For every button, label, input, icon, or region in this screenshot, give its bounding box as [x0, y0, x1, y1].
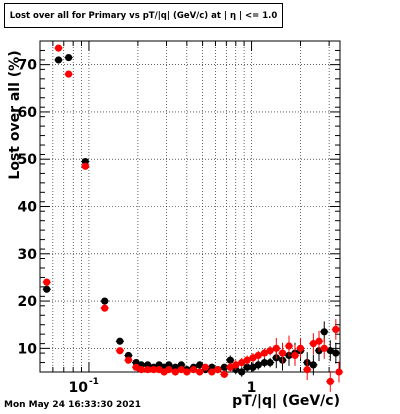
red-data-point [254, 351, 262, 360]
black-data-point [220, 363, 228, 371]
black-data-point [260, 358, 269, 367]
red-data-point [124, 356, 133, 364]
black-data-point [320, 328, 328, 336]
x-tick-label: 10 [68, 380, 88, 396]
red-data-point [214, 366, 222, 374]
red-data-point [226, 363, 234, 371]
red-data-point [208, 368, 216, 376]
red-data-point [238, 358, 246, 367]
chart-title: Lost over all for Primary vs pT/|q| (GeV… [4, 3, 283, 28]
y-tick-label: 40 [18, 200, 38, 216]
red-data-point [101, 304, 109, 312]
black-data-point [116, 337, 124, 345]
red-data-point [165, 366, 173, 374]
red-data-point [220, 370, 228, 378]
y-tick-label: 20 [18, 294, 38, 310]
y-tick-label: 10 [18, 341, 38, 357]
red-data-point [183, 368, 191, 376]
red-data-point [303, 366, 311, 374]
red-data-point [320, 344, 328, 352]
red-data-point [278, 349, 287, 357]
red-data-point [315, 337, 323, 345]
x-axis-title: pT/|q| (GeV/c) [232, 393, 340, 409]
red-data-point [81, 162, 89, 170]
black-data-point [196, 361, 204, 369]
red-data-point [296, 344, 305, 352]
y-tick-label: 60 [18, 105, 38, 121]
red-data-point [177, 366, 185, 374]
grid [39, 41, 340, 372]
red-data-point [189, 366, 198, 374]
red-data-point [171, 368, 179, 376]
red-data-point [201, 363, 209, 371]
red-data-point [285, 342, 293, 350]
red-data-point [335, 368, 343, 376]
black-data-point [226, 356, 234, 364]
data-points [42, 44, 344, 392]
red-data-point [65, 70, 73, 78]
red-data-point [332, 325, 340, 334]
red-data-point [54, 44, 63, 52]
black-data-point [54, 56, 63, 64]
red-data-point [309, 340, 317, 348]
timestamp: Mon May 24 16:33:30 2021 [4, 400, 142, 410]
black-data-point [65, 53, 73, 62]
black-data-point [309, 361, 317, 369]
black-data-point [238, 368, 246, 376]
red-data-point [137, 366, 145, 374]
red-data-point [232, 361, 240, 369]
black-data-point [266, 358, 274, 367]
black-data-point [101, 297, 109, 305]
y-axis-title: Lost over all (%) [7, 50, 23, 179]
y-tick-label: 70 [18, 58, 38, 74]
red-data-point [43, 278, 51, 286]
black-data-point [243, 363, 251, 371]
black-data-point [43, 285, 51, 293]
red-data-point [260, 349, 269, 357]
black-data-point [332, 349, 340, 357]
red-data-point [196, 368, 204, 376]
x-tick-label-exponent: -1 [89, 377, 99, 387]
y-tick-label: 30 [18, 247, 38, 263]
x-tick-label: 1 [247, 380, 257, 396]
red-data-point [326, 377, 334, 386]
red-data-point [150, 366, 158, 374]
black-data-point [254, 361, 262, 369]
black-data-point [326, 347, 334, 355]
red-data-point [266, 347, 274, 355]
red-data-point [144, 366, 152, 374]
y-tick-label: 50 [18, 152, 38, 168]
red-data-point [243, 356, 251, 364]
red-data-point [116, 347, 124, 355]
red-data-point [291, 351, 299, 360]
red-data-point [272, 344, 280, 352]
